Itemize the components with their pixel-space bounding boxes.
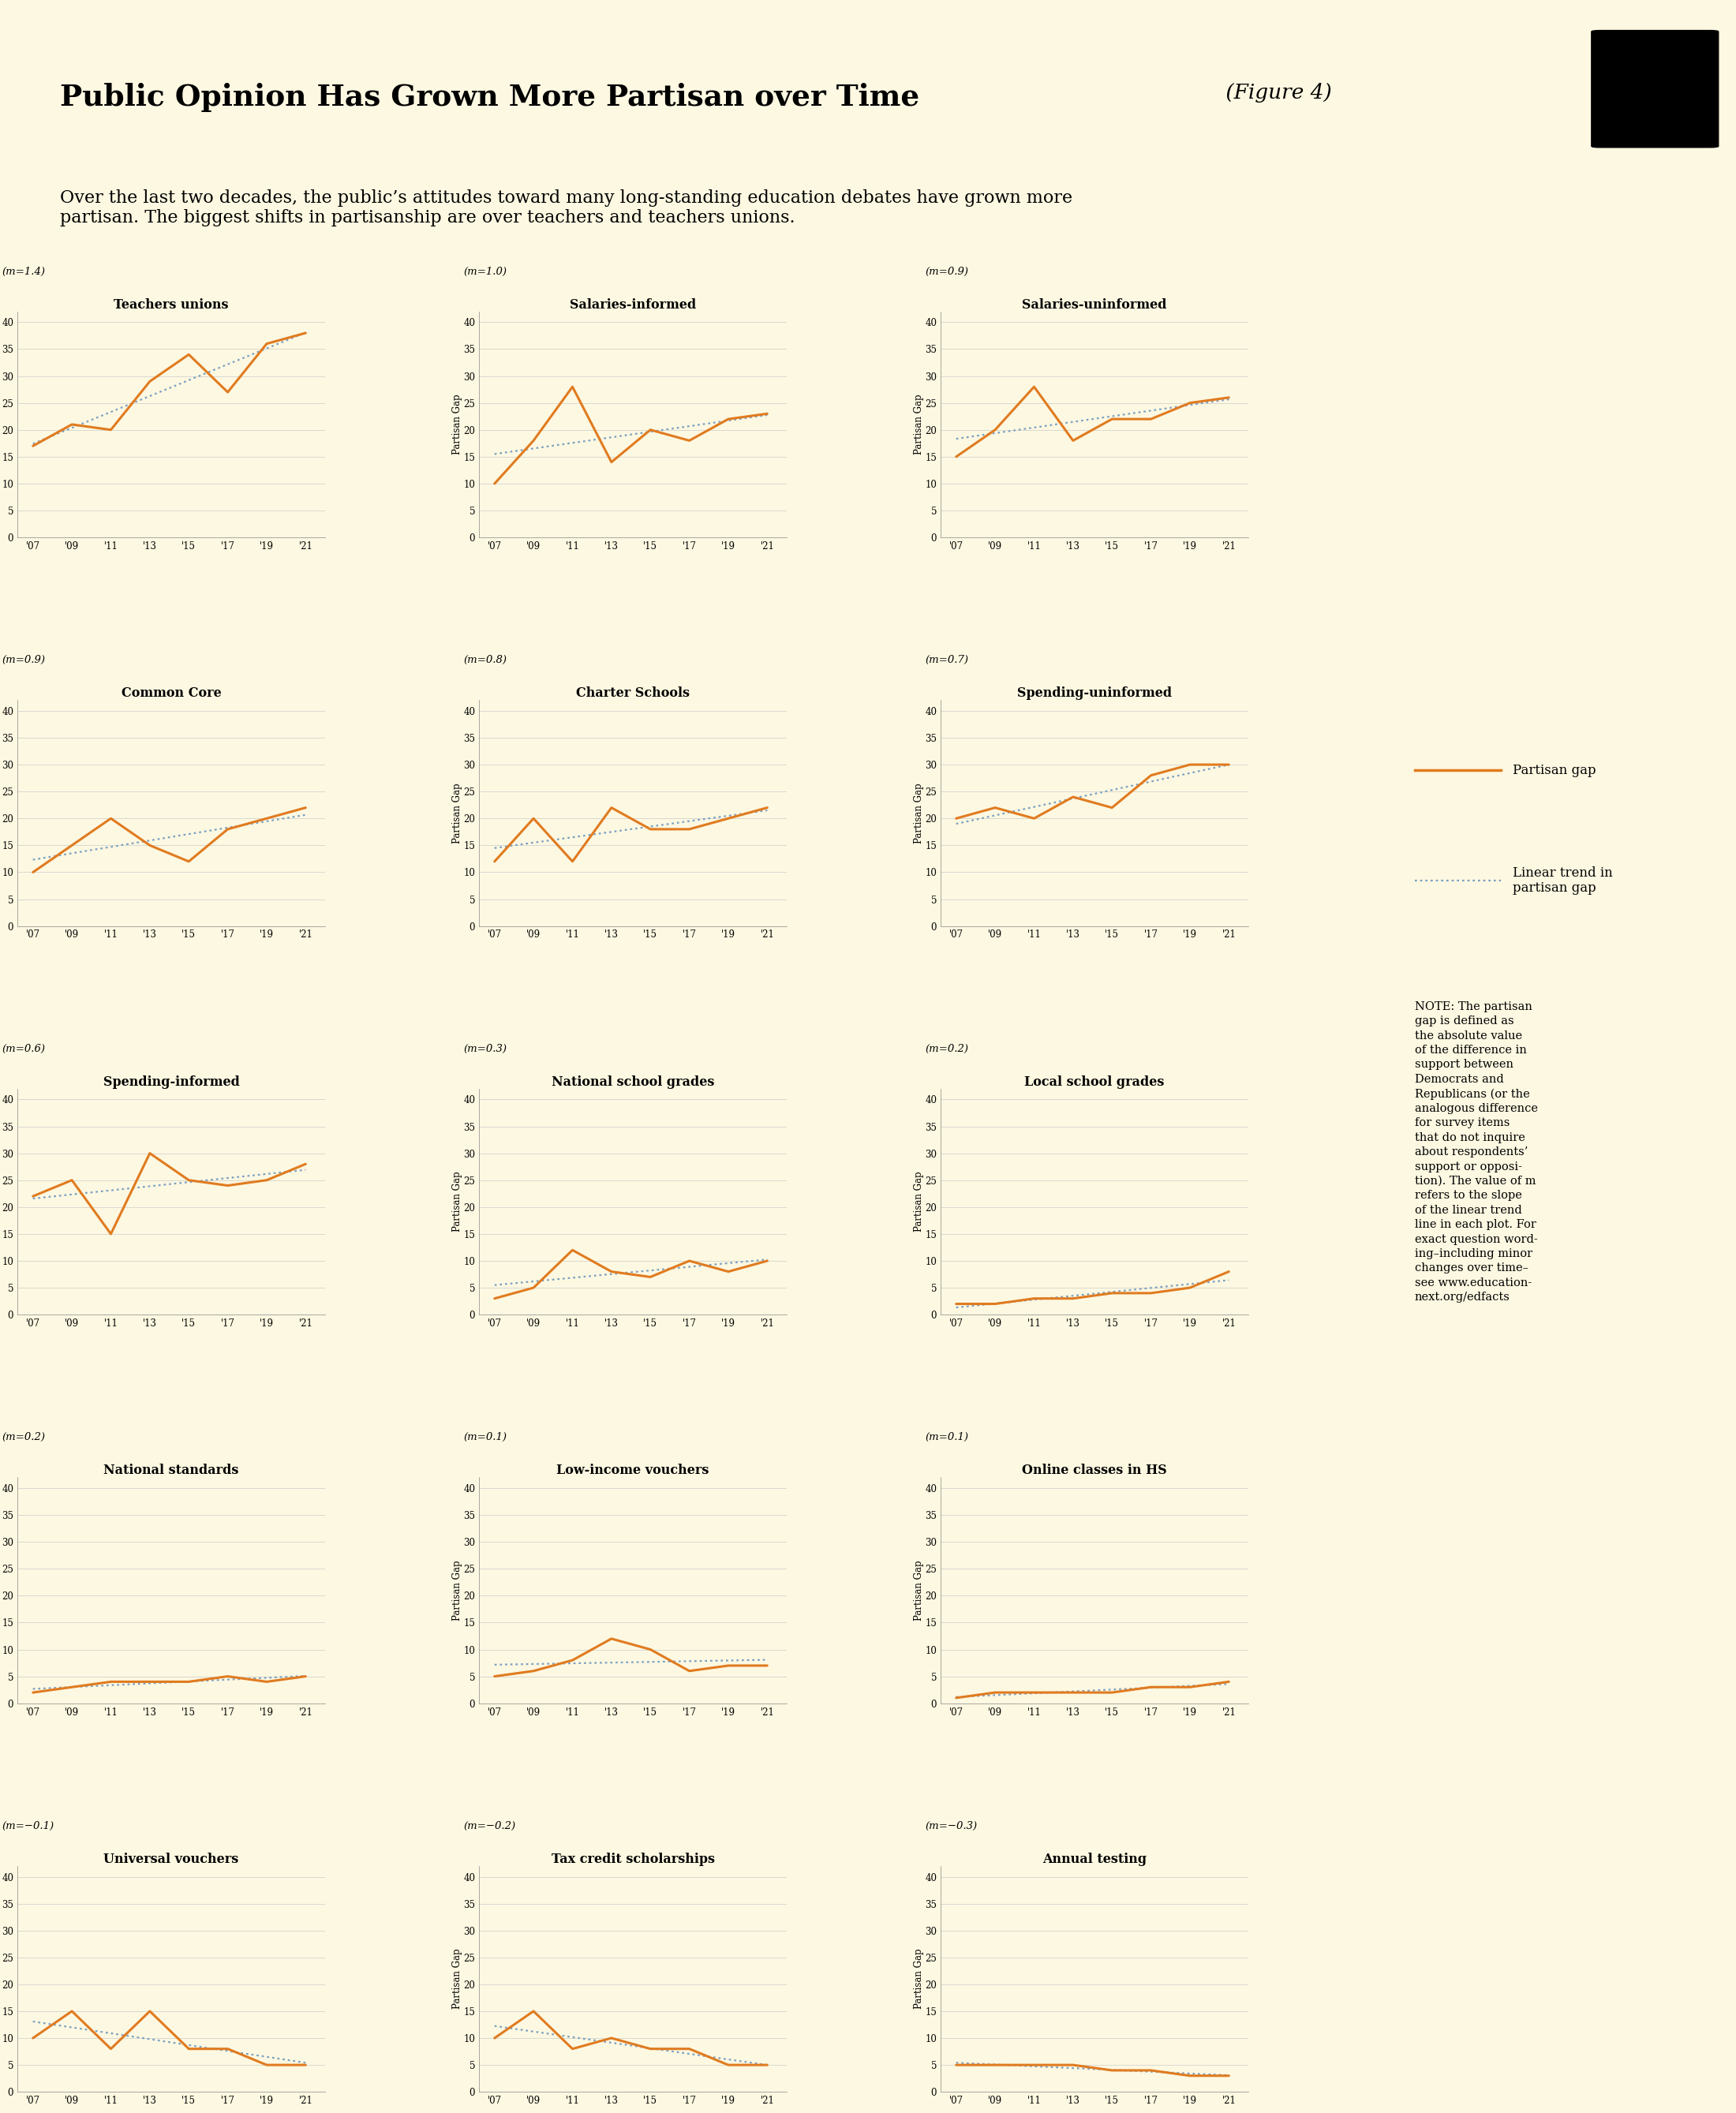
Title: Annual testing: Annual testing — [1042, 1853, 1146, 1866]
Text: (m=1.0): (m=1.0) — [464, 266, 507, 277]
Text: (m=1.4): (m=1.4) — [2, 266, 45, 277]
Text: Partisan gap: Partisan gap — [1514, 763, 1597, 778]
Y-axis label: Partisan Gap: Partisan Gap — [451, 1948, 462, 2009]
Title: National school grades: National school grades — [552, 1076, 713, 1088]
Title: Spending-uninformed: Spending-uninformed — [1017, 687, 1172, 699]
Y-axis label: Partisan Gap: Partisan Gap — [451, 395, 462, 454]
Y-axis label: Partisan Gap: Partisan Gap — [913, 1171, 924, 1232]
Text: Over the last two decades, the public’s attitudes toward many long-standing educ: Over the last two decades, the public’s … — [59, 190, 1073, 226]
Title: Common Core: Common Core — [122, 687, 220, 699]
Text: (m=−0.2): (m=−0.2) — [464, 1821, 516, 1832]
Text: (m=0.1): (m=0.1) — [464, 1433, 507, 1443]
Title: Salaries-informed: Salaries-informed — [569, 298, 696, 311]
Text: (m=0.9): (m=0.9) — [2, 655, 45, 666]
Text: NOTE: The partisan
gap is defined as
the absolute value
of the difference in
sup: NOTE: The partisan gap is defined as the… — [1415, 1002, 1538, 1304]
Y-axis label: Partisan Gap: Partisan Gap — [913, 1559, 924, 1621]
Text: Public Opinion Has Grown More Partisan over Time: Public Opinion Has Grown More Partisan o… — [59, 82, 918, 112]
Y-axis label: Partisan Gap: Partisan Gap — [913, 782, 924, 843]
Title: Online classes in HS: Online classes in HS — [1023, 1464, 1167, 1477]
Title: Teachers unions: Teachers unions — [115, 298, 229, 311]
FancyBboxPatch shape — [1592, 30, 1719, 148]
Title: National standards: National standards — [104, 1464, 240, 1477]
Title: Spending-informed: Spending-informed — [102, 1076, 240, 1088]
Title: Tax credit scholarships: Tax credit scholarships — [552, 1853, 715, 1866]
Text: (m=−0.3): (m=−0.3) — [925, 1821, 977, 1832]
Y-axis label: Partisan Gap: Partisan Gap — [451, 782, 462, 843]
Title: Salaries-uninformed: Salaries-uninformed — [1023, 298, 1167, 311]
Text: (m=0.6): (m=0.6) — [2, 1044, 45, 1054]
Text: (m=0.8): (m=0.8) — [464, 655, 507, 666]
Text: (m=0.7): (m=0.7) — [925, 655, 969, 666]
Y-axis label: Partisan Gap: Partisan Gap — [913, 1948, 924, 2009]
Text: (m=0.2): (m=0.2) — [2, 1433, 45, 1443]
Title: Low-income vouchers: Low-income vouchers — [557, 1464, 708, 1477]
Text: (m=−0.1): (m=−0.1) — [2, 1821, 54, 1832]
Text: (m=0.3): (m=0.3) — [464, 1044, 507, 1054]
Text: (m=0.2): (m=0.2) — [925, 1044, 969, 1054]
Y-axis label: Partisan Gap: Partisan Gap — [913, 395, 924, 454]
Title: Universal vouchers: Universal vouchers — [104, 1853, 240, 1866]
Text: (Figure 4): (Figure 4) — [1219, 82, 1332, 101]
Title: Local school grades: Local school grades — [1024, 1076, 1165, 1088]
Text: (m=0.1): (m=0.1) — [925, 1433, 969, 1443]
Title: Charter Schools: Charter Schools — [576, 687, 689, 699]
Y-axis label: Partisan Gap: Partisan Gap — [451, 1559, 462, 1621]
Text: (m=0.9): (m=0.9) — [925, 266, 969, 277]
Y-axis label: Partisan Gap: Partisan Gap — [451, 1171, 462, 1232]
Text: Linear trend in
partisan gap: Linear trend in partisan gap — [1514, 866, 1613, 896]
